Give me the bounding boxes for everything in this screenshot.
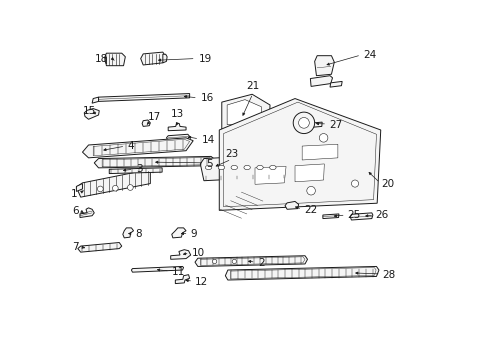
Text: 7: 7 — [72, 242, 79, 252]
Text: 27: 27 — [329, 120, 343, 130]
Text: 17: 17 — [148, 112, 161, 122]
Text: 12: 12 — [195, 277, 208, 287]
Text: 14: 14 — [201, 135, 215, 145]
Polygon shape — [227, 100, 262, 125]
Text: 11: 11 — [172, 267, 185, 277]
Polygon shape — [131, 266, 184, 272]
Text: 1: 1 — [71, 189, 78, 199]
Polygon shape — [80, 208, 94, 217]
Text: 21: 21 — [246, 81, 260, 91]
Polygon shape — [78, 243, 122, 252]
Text: 9: 9 — [191, 229, 197, 239]
Circle shape — [113, 185, 118, 191]
Polygon shape — [175, 275, 190, 284]
Polygon shape — [285, 202, 298, 209]
Text: 8: 8 — [135, 229, 142, 239]
Polygon shape — [222, 94, 270, 130]
Text: 23: 23 — [225, 149, 238, 158]
Polygon shape — [105, 57, 106, 64]
Polygon shape — [350, 213, 373, 220]
Text: 22: 22 — [304, 205, 317, 215]
Polygon shape — [314, 122, 322, 127]
Text: 2: 2 — [258, 258, 265, 268]
Ellipse shape — [231, 165, 238, 170]
Circle shape — [213, 259, 217, 264]
Polygon shape — [172, 228, 186, 238]
Circle shape — [127, 185, 133, 190]
Ellipse shape — [270, 165, 276, 170]
Circle shape — [298, 117, 309, 128]
Polygon shape — [109, 168, 162, 174]
Polygon shape — [163, 54, 167, 63]
Text: 13: 13 — [171, 109, 184, 119]
Polygon shape — [84, 109, 99, 119]
Polygon shape — [92, 97, 98, 103]
Polygon shape — [171, 249, 191, 259]
Polygon shape — [123, 228, 134, 238]
Ellipse shape — [244, 165, 250, 170]
Text: 20: 20 — [381, 179, 394, 189]
Polygon shape — [167, 134, 190, 140]
Polygon shape — [255, 166, 286, 184]
Polygon shape — [310, 76, 333, 86]
Polygon shape — [330, 81, 342, 87]
Ellipse shape — [257, 165, 263, 170]
Polygon shape — [195, 256, 308, 266]
Polygon shape — [315, 56, 334, 76]
Ellipse shape — [218, 165, 224, 170]
Polygon shape — [76, 184, 82, 192]
Polygon shape — [225, 266, 379, 280]
Circle shape — [351, 180, 359, 187]
Text: 5: 5 — [206, 158, 213, 168]
Polygon shape — [94, 157, 215, 168]
Polygon shape — [200, 154, 291, 181]
Circle shape — [307, 186, 316, 195]
Polygon shape — [141, 52, 166, 65]
Text: 3: 3 — [136, 164, 143, 174]
Polygon shape — [168, 123, 186, 131]
Polygon shape — [220, 99, 381, 210]
Text: 28: 28 — [382, 270, 395, 280]
Text: 25: 25 — [347, 210, 361, 220]
Circle shape — [319, 134, 328, 142]
Circle shape — [293, 112, 315, 134]
Polygon shape — [142, 120, 150, 126]
Polygon shape — [82, 138, 193, 158]
Text: 18: 18 — [95, 54, 109, 64]
Polygon shape — [302, 144, 338, 160]
Circle shape — [232, 259, 237, 264]
Text: 15: 15 — [82, 107, 96, 116]
Ellipse shape — [205, 165, 212, 170]
Text: 19: 19 — [198, 54, 212, 64]
Text: 10: 10 — [192, 248, 204, 258]
Text: 6: 6 — [72, 206, 79, 216]
Polygon shape — [105, 53, 125, 66]
Polygon shape — [76, 169, 150, 197]
Text: 26: 26 — [376, 210, 389, 220]
Circle shape — [98, 186, 103, 192]
Polygon shape — [323, 214, 339, 219]
Text: 16: 16 — [200, 93, 214, 103]
Polygon shape — [295, 164, 324, 182]
Polygon shape — [98, 94, 190, 102]
Text: 24: 24 — [363, 50, 376, 60]
Text: 4: 4 — [128, 141, 134, 151]
